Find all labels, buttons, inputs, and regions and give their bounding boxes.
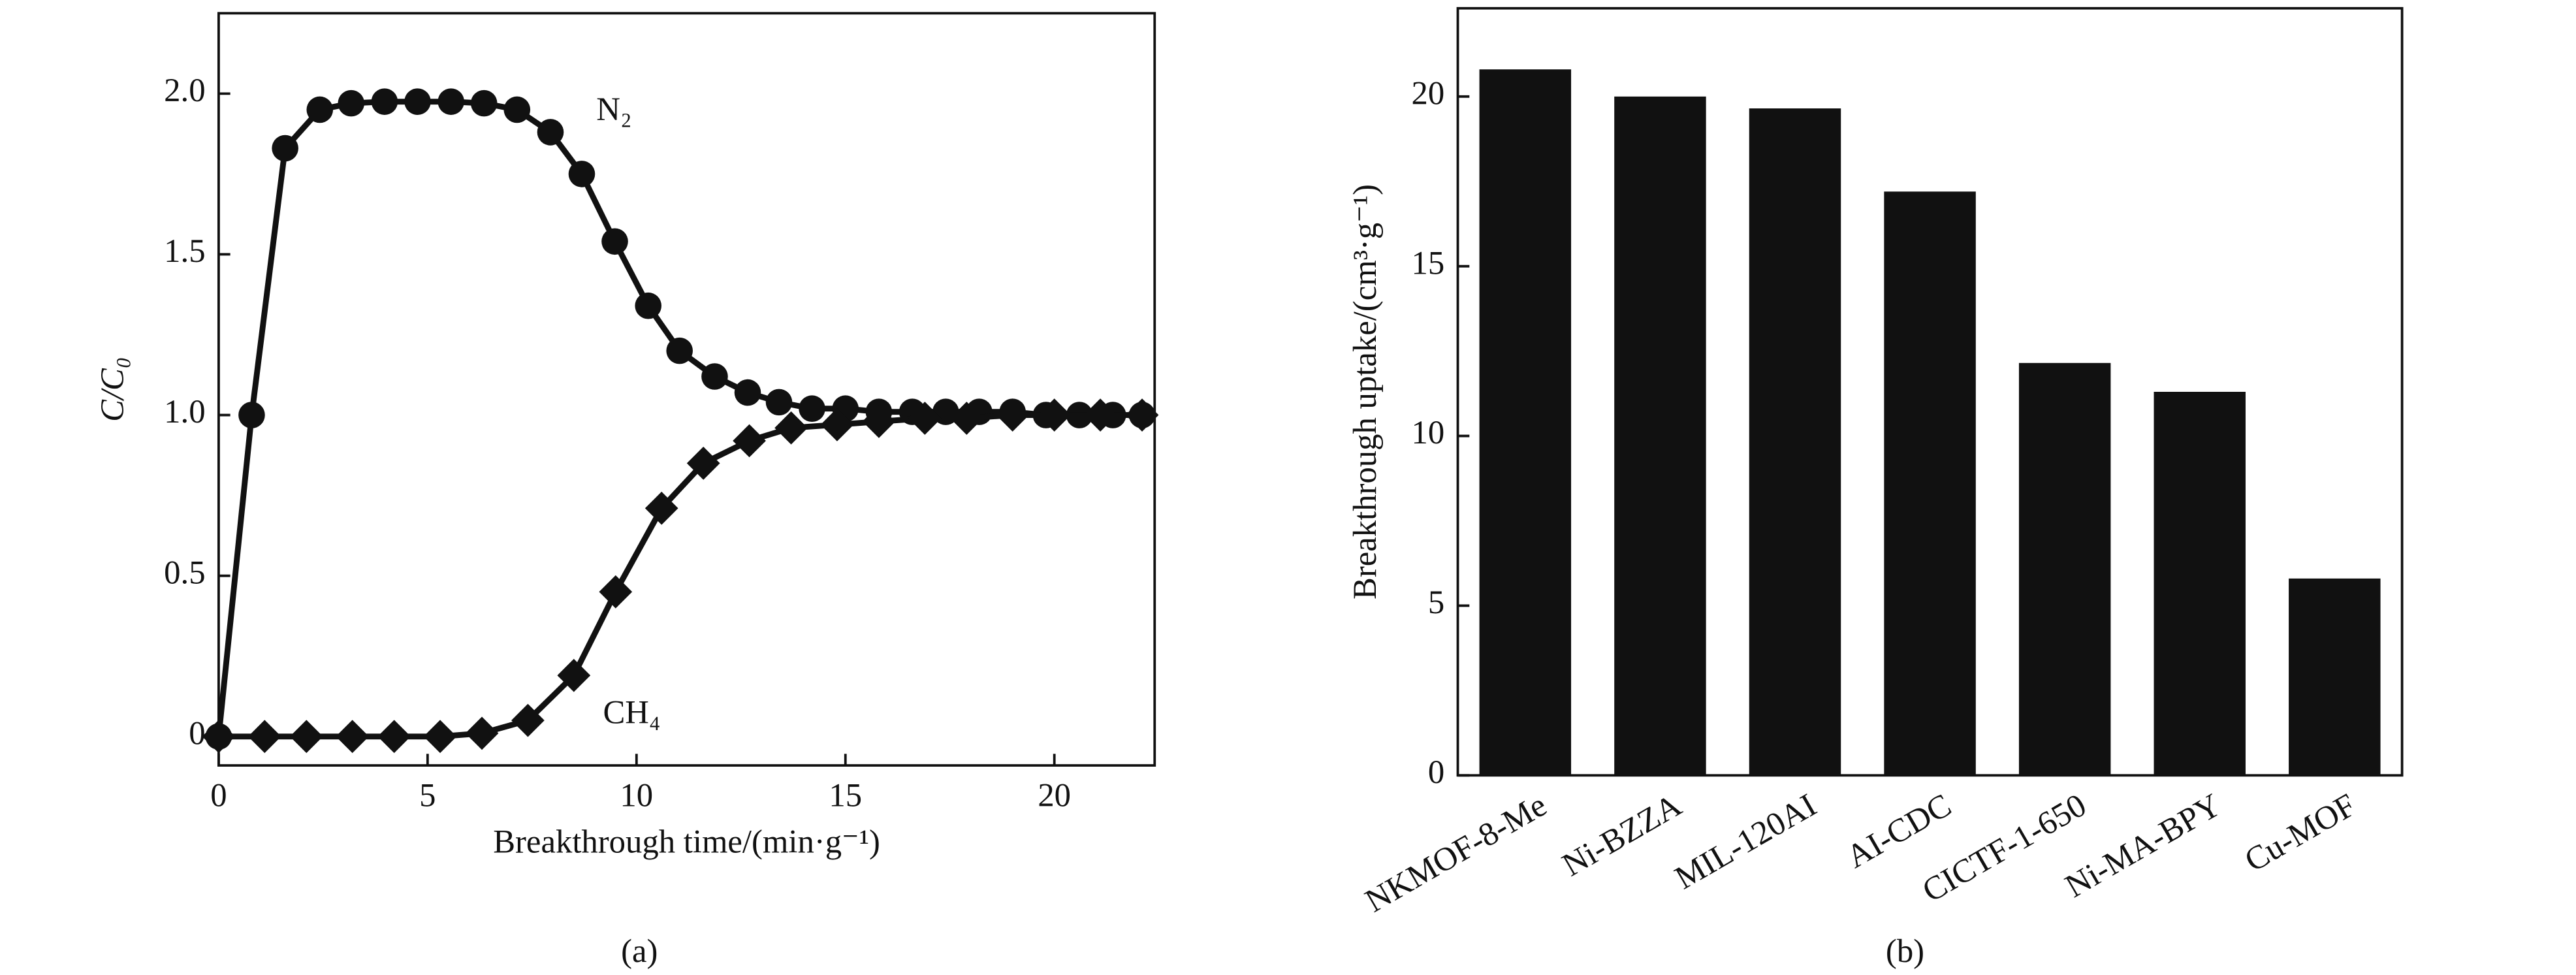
- point: [437, 88, 464, 115]
- point: [289, 720, 323, 754]
- point: [635, 292, 662, 319]
- x-tick-label: 20: [1038, 776, 1071, 813]
- x-tick-label: 15: [829, 776, 862, 813]
- series-label: N₂: [596, 91, 631, 127]
- point: [820, 408, 854, 441]
- y-tick-label: 10: [1412, 414, 1445, 451]
- y-tick-label: 1.5: [164, 232, 205, 269]
- point: [404, 88, 431, 115]
- point: [686, 447, 720, 480]
- point: [470, 89, 498, 117]
- point: [733, 424, 766, 458]
- y-tick-label: 0: [189, 714, 205, 751]
- bar: [2289, 578, 2381, 776]
- point: [996, 398, 1030, 432]
- bar: [1479, 69, 1572, 776]
- point: [701, 363, 728, 390]
- caption: (a): [621, 933, 658, 969]
- bar: [2154, 391, 2246, 776]
- point: [557, 658, 591, 692]
- bar: [1884, 191, 1976, 776]
- y-tick-label: 2.0: [164, 72, 205, 108]
- x-tick-label: 5: [419, 776, 436, 813]
- point: [336, 720, 370, 754]
- y-tick-label: 15: [1412, 244, 1445, 281]
- x-tick-label: Ni-BZZA: [1556, 786, 1688, 884]
- x-tick-label: MIL-120AI: [1668, 786, 1822, 896]
- y-axis-label: Breakthrough uptake/(cm³·g⁻¹): [1346, 184, 1383, 599]
- point: [908, 402, 942, 435]
- y-tick-label: 5: [1428, 584, 1444, 620]
- point: [949, 402, 983, 435]
- x-tick-label: 0: [210, 776, 227, 813]
- point: [568, 161, 596, 187]
- point: [601, 228, 628, 255]
- point: [202, 720, 236, 754]
- bar: [2018, 362, 2111, 776]
- point: [338, 89, 365, 117]
- point: [377, 720, 411, 754]
- point: [644, 491, 678, 525]
- plot-frame: [217, 12, 1156, 767]
- y-tick-label: 0: [1428, 754, 1444, 790]
- point: [774, 411, 808, 445]
- point: [666, 337, 693, 364]
- y-axis-label: C/C₀: [94, 357, 131, 421]
- point: [306, 96, 334, 123]
- point: [371, 88, 398, 115]
- point: [734, 379, 761, 406]
- point: [862, 405, 896, 438]
- y-tick-label: 1.0: [164, 393, 205, 430]
- point: [465, 716, 499, 750]
- point: [799, 395, 825, 423]
- point: [537, 119, 564, 146]
- y-tick-label: 20: [1412, 74, 1445, 111]
- point: [511, 703, 545, 737]
- series-label: CH₄: [603, 694, 660, 731]
- y-tick-label: 0.5: [164, 554, 205, 590]
- point: [599, 575, 633, 609]
- point: [503, 96, 531, 123]
- point: [423, 720, 457, 754]
- point: [765, 389, 793, 416]
- series-line: [218, 412, 1143, 740]
- point: [247, 720, 281, 754]
- x-tick-label: NKMOF-8-Me: [1359, 786, 1552, 919]
- x-axis-label: Breakthrough time/(min·g⁻¹): [493, 823, 880, 859]
- x-tick-label: Cu-MOF: [2238, 786, 2362, 879]
- x-tick-label: 10: [620, 776, 653, 813]
- point: [272, 135, 298, 162]
- bar: [1749, 108, 1841, 776]
- point: [238, 402, 265, 428]
- bar: [1614, 96, 1706, 776]
- caption: (b): [1886, 933, 1924, 969]
- x-tick-label: AI-CDC: [1840, 786, 1957, 875]
